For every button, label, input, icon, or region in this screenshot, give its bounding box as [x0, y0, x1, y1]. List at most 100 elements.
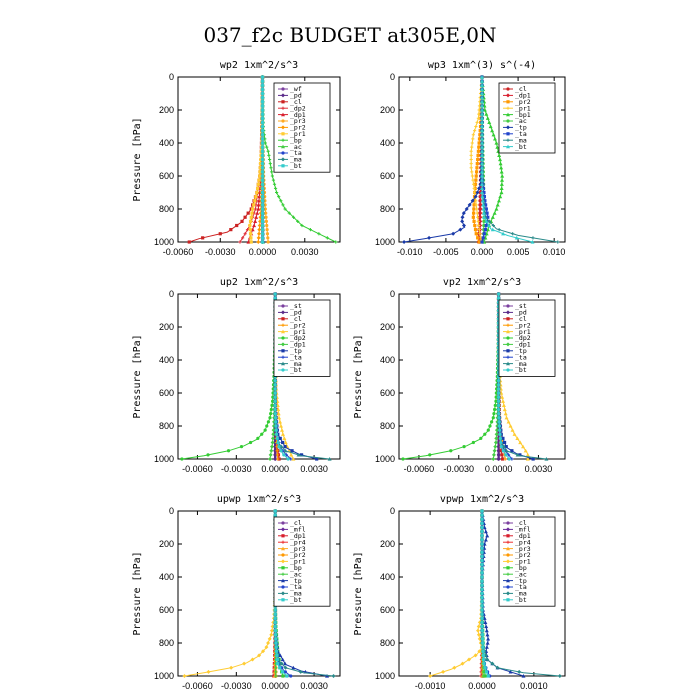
- series-marker: [260, 100, 265, 104]
- series-marker: [499, 449, 503, 453]
- legend-marker: [281, 323, 285, 327]
- legend-label: _ta: [515, 353, 527, 361]
- series-marker: [504, 448, 509, 453]
- legend-marker: [281, 329, 285, 334]
- series-marker: [401, 457, 405, 461]
- legend-label: _pr3: [290, 117, 306, 125]
- series-marker: [470, 170, 474, 174]
- series-marker: [481, 674, 485, 678]
- series-marker: [254, 195, 258, 199]
- series-marker: [480, 554, 484, 558]
- series-marker: [273, 620, 277, 624]
- series-marker: [260, 153, 265, 157]
- panel-title: upwp 1xm^2/s^3: [217, 494, 301, 505]
- legend-marker: [506, 566, 510, 570]
- y-tick-label: 800: [380, 638, 395, 648]
- series-marker: [299, 453, 304, 457]
- legend-marker: [506, 540, 510, 544]
- series-marker: [484, 223, 488, 228]
- y-axis-label: Pressure [hPa]: [353, 551, 364, 635]
- legend-marker: [281, 368, 285, 372]
- series-marker: [265, 228, 269, 232]
- series-marker: [260, 178, 265, 182]
- series-marker: [260, 236, 265, 240]
- series-marker: [260, 149, 265, 153]
- series-marker: [476, 153, 480, 157]
- series-marker: [474, 170, 479, 174]
- series-marker: [496, 452, 501, 457]
- series-marker: [482, 657, 486, 662]
- series-marker: [480, 87, 484, 91]
- series-marker: [283, 670, 287, 674]
- series-marker: [253, 199, 257, 203]
- series-marker: [315, 457, 319, 461]
- series-marker: [461, 223, 466, 228]
- x-tick-label: -0.0060: [163, 247, 194, 257]
- series-marker: [317, 232, 321, 236]
- series-marker: [499, 165, 504, 170]
- series-marker: [476, 628, 481, 633]
- series-marker: [480, 103, 484, 108]
- y-tick-label: 0: [390, 72, 395, 82]
- series-marker: [486, 223, 491, 228]
- series-marker: [480, 128, 484, 133]
- series-marker: [277, 445, 281, 449]
- series-marker: [469, 166, 473, 170]
- series-marker: [260, 219, 265, 223]
- series-marker: [282, 436, 287, 440]
- panel-4: vp2 1xm^2/s^3 Pressure [hPa] 0 200 400 600 800…: [353, 277, 566, 474]
- figure-title: 037_f2c BUDGET at305E,0N: [203, 23, 496, 47]
- series-marker: [239, 445, 244, 449]
- x-tick-label: 0.0030: [300, 464, 328, 474]
- series-marker: [274, 674, 278, 678]
- series-marker: [482, 662, 486, 666]
- series-marker: [300, 223, 304, 228]
- series-marker: [250, 211, 254, 215]
- series-marker: [485, 116, 490, 120]
- series-marker: [269, 628, 274, 633]
- series-marker: [490, 227, 495, 232]
- panels: wp2 1xm^2/s^3 Pressure [hPa] 0 200 400 600 800…: [132, 60, 566, 691]
- series-marker: [274, 633, 278, 637]
- series-marker: [481, 653, 485, 657]
- x-tick-label: -0.0030: [221, 464, 252, 474]
- series-marker: [277, 415, 282, 420]
- legend-marker: [506, 119, 510, 123]
- series-marker: [477, 112, 481, 116]
- series-marker: [474, 124, 478, 129]
- legend-marker: [281, 304, 285, 308]
- series-marker: [256, 436, 260, 440]
- series-marker: [500, 178, 505, 182]
- series-marker: [260, 432, 264, 436]
- series-marker: [265, 232, 270, 236]
- series-bt: [260, 75, 265, 244]
- x-tick-label: 0.010: [543, 247, 566, 257]
- legend-label: _pr1: [515, 558, 531, 566]
- series-marker: [491, 223, 495, 228]
- series-marker: [480, 571, 484, 575]
- series-marker: [483, 537, 488, 542]
- legend-label: _mfl: [290, 526, 306, 534]
- series-marker: [226, 449, 231, 453]
- series-marker: [497, 383, 501, 387]
- legend-marker: [281, 585, 285, 589]
- series-marker: [331, 674, 336, 678]
- series-marker: [276, 662, 280, 666]
- series-marker: [298, 669, 303, 674]
- y-tick-label: 0: [169, 72, 174, 82]
- series-marker: [504, 445, 508, 449]
- series-marker: [263, 428, 267, 432]
- series-marker: [480, 141, 484, 145]
- series-marker: [257, 223, 262, 228]
- series-marker: [478, 219, 483, 224]
- series-marker: [493, 444, 498, 449]
- series-marker: [497, 153, 502, 157]
- legend-marker: [281, 317, 285, 321]
- series-marker: [480, 513, 484, 517]
- legend-marker: [506, 144, 510, 149]
- series-marker: [474, 174, 478, 178]
- legend-label: _bt: [515, 143, 527, 151]
- series-marker: [480, 633, 484, 637]
- series-marker: [206, 669, 211, 674]
- legend-label: _ta: [290, 583, 302, 591]
